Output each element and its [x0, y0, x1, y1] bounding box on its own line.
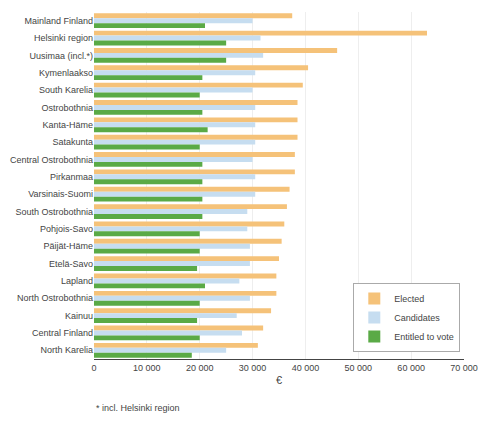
svg-text:50 000: 50 000: [345, 363, 373, 373]
svg-text:Candidates: Candidates: [394, 313, 440, 323]
svg-text:Kainuu: Kainuu: [65, 311, 93, 321]
svg-text:Kanta-Häme: Kanta-Häme: [42, 120, 93, 130]
svg-text:70 000: 70 000: [450, 363, 478, 373]
svg-text:Kymenlaakso: Kymenlaakso: [39, 68, 93, 78]
svg-text:Central Finland: Central Finland: [32, 328, 93, 338]
svg-text:Päijät-Häme: Päijät-Häme: [43, 241, 93, 251]
svg-text:Central Ostrobothnia: Central Ostrobothnia: [10, 155, 93, 165]
svg-text:20 000: 20 000: [186, 363, 214, 373]
svg-text:€: €: [276, 374, 282, 386]
svg-text:North Karelia: North Karelia: [40, 345, 93, 355]
svg-text:Pohjois-Savo: Pohjois-Savo: [40, 224, 93, 234]
svg-text:Entitled to vote: Entitled to vote: [394, 332, 454, 342]
svg-text:Etelä-Savo: Etelä-Savo: [49, 259, 93, 269]
svg-text:Pirkanmaa: Pirkanmaa: [50, 172, 93, 182]
svg-text:30 000: 30 000: [239, 363, 267, 373]
svg-text:South Ostrobothnia: South Ostrobothnia: [15, 207, 93, 217]
svg-text:Varsinais-Suomi: Varsinais-Suomi: [28, 189, 93, 199]
svg-text:10 000: 10 000: [133, 363, 161, 373]
svg-text:Elected: Elected: [394, 294, 424, 304]
svg-text:60 000: 60 000: [397, 363, 425, 373]
svg-text:* incl. Helsinki region: * incl. Helsinki region: [96, 403, 180, 413]
svg-text:North Ostrobothnia: North Ostrobothnia: [17, 293, 93, 303]
svg-text:South Karelia: South Karelia: [39, 85, 93, 95]
svg-text:40 000: 40 000: [292, 363, 320, 373]
svg-text:Uusimaa (incl.*): Uusimaa (incl.*): [29, 51, 93, 61]
svg-text:Ostrobothnia: Ostrobothnia: [41, 103, 93, 113]
svg-text:Helsinki region: Helsinki region: [34, 33, 93, 43]
svg-text:Lapland: Lapland: [61, 276, 93, 286]
svg-text:0: 0: [91, 363, 96, 373]
svg-text:Satakunta: Satakunta: [52, 137, 93, 147]
svg-text:Mainland Finland: Mainland Finland: [24, 16, 93, 26]
